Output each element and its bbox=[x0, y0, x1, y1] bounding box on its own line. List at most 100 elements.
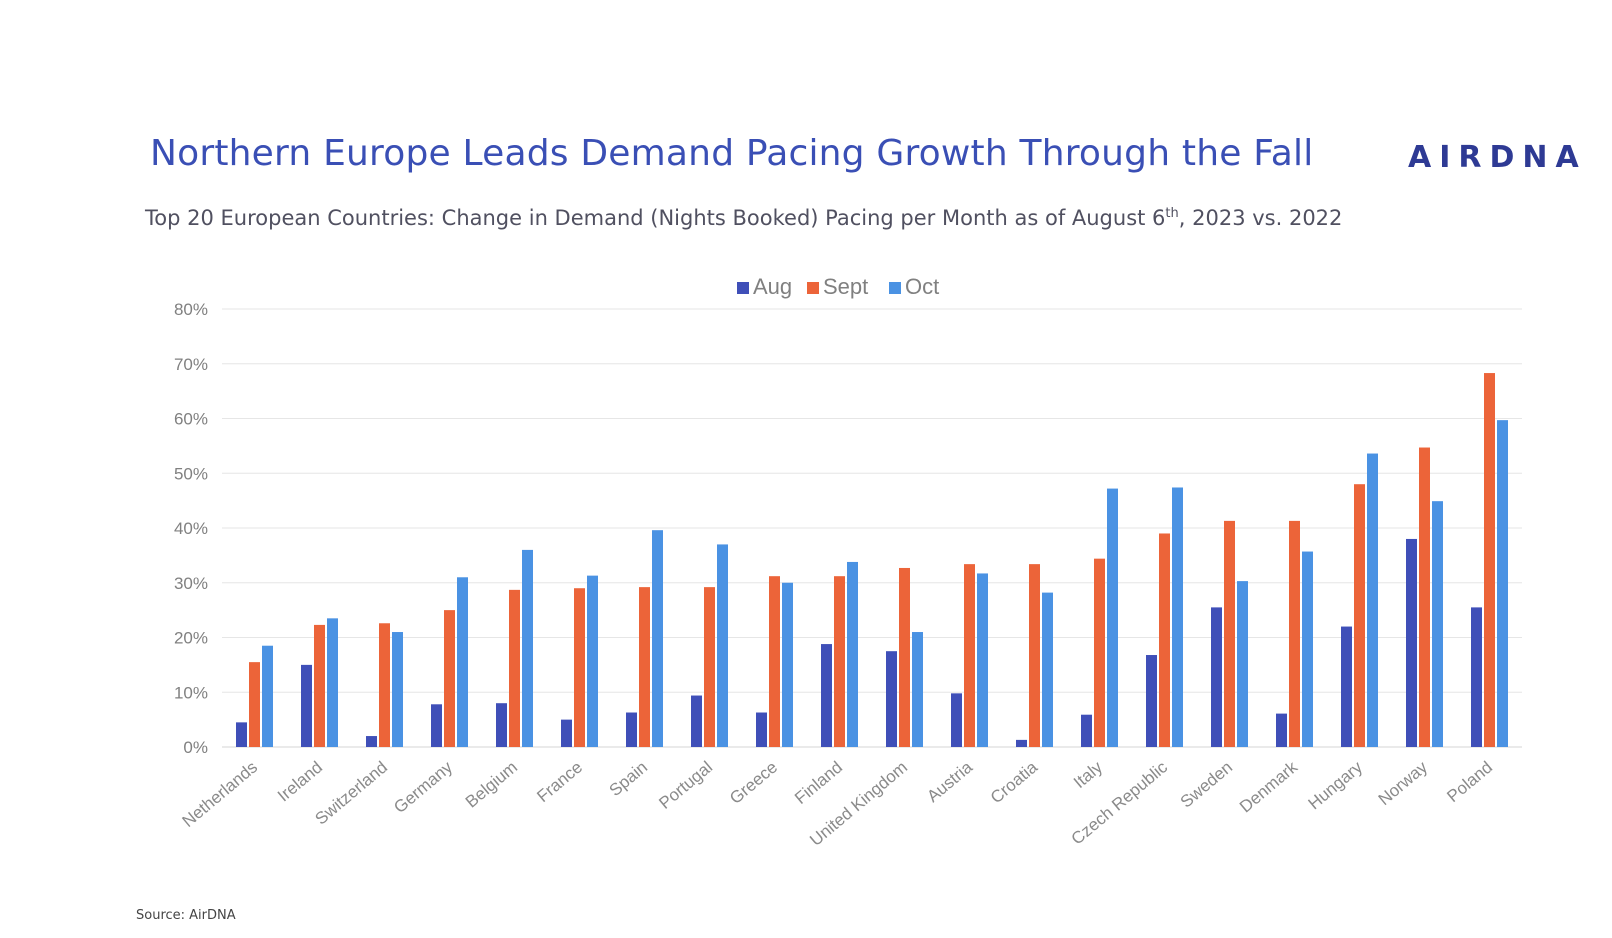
subtitle-main: Top 20 European Countries: Change in Dem… bbox=[145, 206, 1166, 230]
bar-aug bbox=[1406, 538, 1417, 747]
bar-sept bbox=[704, 587, 715, 747]
y-tick-label: 60% bbox=[174, 410, 208, 429]
x-tick-label: Netherlands bbox=[179, 758, 261, 831]
bar-aug bbox=[431, 704, 442, 747]
legend-label: Oct bbox=[905, 274, 939, 299]
bar-oct bbox=[262, 645, 273, 747]
legend-swatch bbox=[889, 282, 901, 294]
source-note: Source: AirDNA bbox=[136, 908, 236, 923]
bar-aug bbox=[561, 719, 572, 747]
y-tick-label: 70% bbox=[174, 355, 208, 374]
x-tick-label: Greece bbox=[726, 758, 781, 808]
bar-oct bbox=[327, 618, 338, 747]
y-tick-label: 10% bbox=[174, 683, 208, 702]
bar-aug bbox=[951, 693, 962, 747]
y-tick-label: 0% bbox=[183, 738, 208, 757]
bar-sept bbox=[834, 576, 845, 747]
bar-aug bbox=[366, 736, 377, 747]
bar-sept bbox=[574, 588, 585, 747]
chart-subtitle: Top 20 European Countries: Change in Dem… bbox=[145, 206, 1342, 230]
bar-sept bbox=[1289, 520, 1300, 747]
x-tick-label: Ireland bbox=[274, 758, 326, 806]
subtitle-superscript: th bbox=[1165, 206, 1179, 221]
bar-oct bbox=[912, 632, 923, 747]
legend-label: Sept bbox=[823, 274, 868, 299]
bar-oct bbox=[1367, 453, 1378, 747]
bar-sept bbox=[639, 587, 650, 747]
bar-oct bbox=[1107, 488, 1118, 747]
bar-oct bbox=[392, 632, 403, 747]
bar-aug bbox=[236, 722, 247, 747]
bar-sept bbox=[249, 662, 260, 747]
bar-sept bbox=[379, 623, 390, 747]
bar-sept bbox=[509, 589, 520, 747]
x-tick-label: Sweden bbox=[1177, 758, 1236, 812]
bar-sept bbox=[314, 624, 325, 747]
bar-oct bbox=[587, 575, 598, 747]
bar-sept bbox=[1094, 558, 1105, 747]
x-tick-label: Germany bbox=[390, 757, 456, 817]
bar-aug bbox=[821, 644, 832, 747]
bar-oct bbox=[1302, 551, 1313, 747]
bar-sept bbox=[899, 567, 910, 747]
bar-oct bbox=[652, 530, 663, 747]
bar-oct bbox=[1237, 581, 1248, 747]
legend-swatch bbox=[807, 282, 819, 294]
y-tick-label: 80% bbox=[174, 300, 208, 319]
bar-aug bbox=[496, 703, 507, 747]
y-tick-label: 20% bbox=[174, 629, 208, 648]
bar-aug bbox=[1016, 739, 1027, 747]
x-tick-label: Belgium bbox=[462, 758, 521, 812]
airdna-logo: AIRDNA bbox=[1408, 140, 1587, 175]
y-tick-label: 30% bbox=[174, 574, 208, 593]
bar-aug bbox=[1341, 626, 1352, 747]
bar-oct bbox=[1497, 420, 1508, 747]
bar-aug bbox=[301, 664, 312, 747]
bar-aug bbox=[1211, 607, 1222, 747]
bar-aug bbox=[691, 695, 702, 747]
bar-sept bbox=[1224, 520, 1235, 747]
x-tick-label: Austria bbox=[923, 757, 976, 806]
bar-oct bbox=[847, 561, 858, 747]
bar-sept bbox=[964, 564, 975, 747]
bar-sept bbox=[1484, 373, 1495, 747]
x-tick-label: Italy bbox=[1070, 757, 1106, 792]
chart-title: Northern Europe Leads Demand Pacing Grow… bbox=[150, 133, 1314, 174]
bar-oct bbox=[717, 544, 728, 747]
bar-aug bbox=[1146, 655, 1157, 747]
x-tick-label: Hungary bbox=[1305, 757, 1367, 813]
bar-sept bbox=[1159, 533, 1170, 747]
bar-oct bbox=[1042, 592, 1053, 747]
bar-aug bbox=[886, 651, 897, 747]
bar-aug bbox=[1081, 714, 1092, 747]
x-tick-label: France bbox=[533, 758, 586, 807]
legend-swatch bbox=[737, 282, 749, 294]
bar-oct bbox=[1432, 501, 1443, 747]
x-tick-label: Switzerland bbox=[312, 758, 392, 829]
bar-sept bbox=[1354, 484, 1365, 747]
bar-aug bbox=[626, 712, 637, 747]
x-tick-label: Portugal bbox=[655, 758, 716, 813]
bar-aug bbox=[756, 712, 767, 747]
y-tick-label: 40% bbox=[174, 519, 208, 538]
x-tick-label: Denmark bbox=[1236, 757, 1301, 816]
bar-aug bbox=[1276, 713, 1287, 747]
bar-oct bbox=[1172, 487, 1183, 747]
y-tick-label: 50% bbox=[174, 464, 208, 483]
x-tick-label: Norway bbox=[1375, 757, 1432, 809]
bar-oct bbox=[522, 549, 533, 747]
legend-label: Aug bbox=[753, 274, 792, 299]
x-tick-label: Croatia bbox=[987, 757, 1042, 807]
x-tick-label: Poland bbox=[1443, 758, 1496, 807]
bar-sept bbox=[1419, 447, 1430, 747]
bar-sept bbox=[444, 610, 455, 747]
bar-sept bbox=[769, 576, 780, 747]
subtitle-year: , 2023 vs. 2022 bbox=[1178, 206, 1343, 230]
bar-sept bbox=[1029, 564, 1040, 747]
bar-oct bbox=[457, 577, 468, 747]
x-tick-label: Finland bbox=[791, 758, 846, 808]
bar-oct bbox=[782, 582, 793, 747]
bar-oct bbox=[977, 573, 988, 747]
x-tick-label: Spain bbox=[606, 758, 652, 801]
